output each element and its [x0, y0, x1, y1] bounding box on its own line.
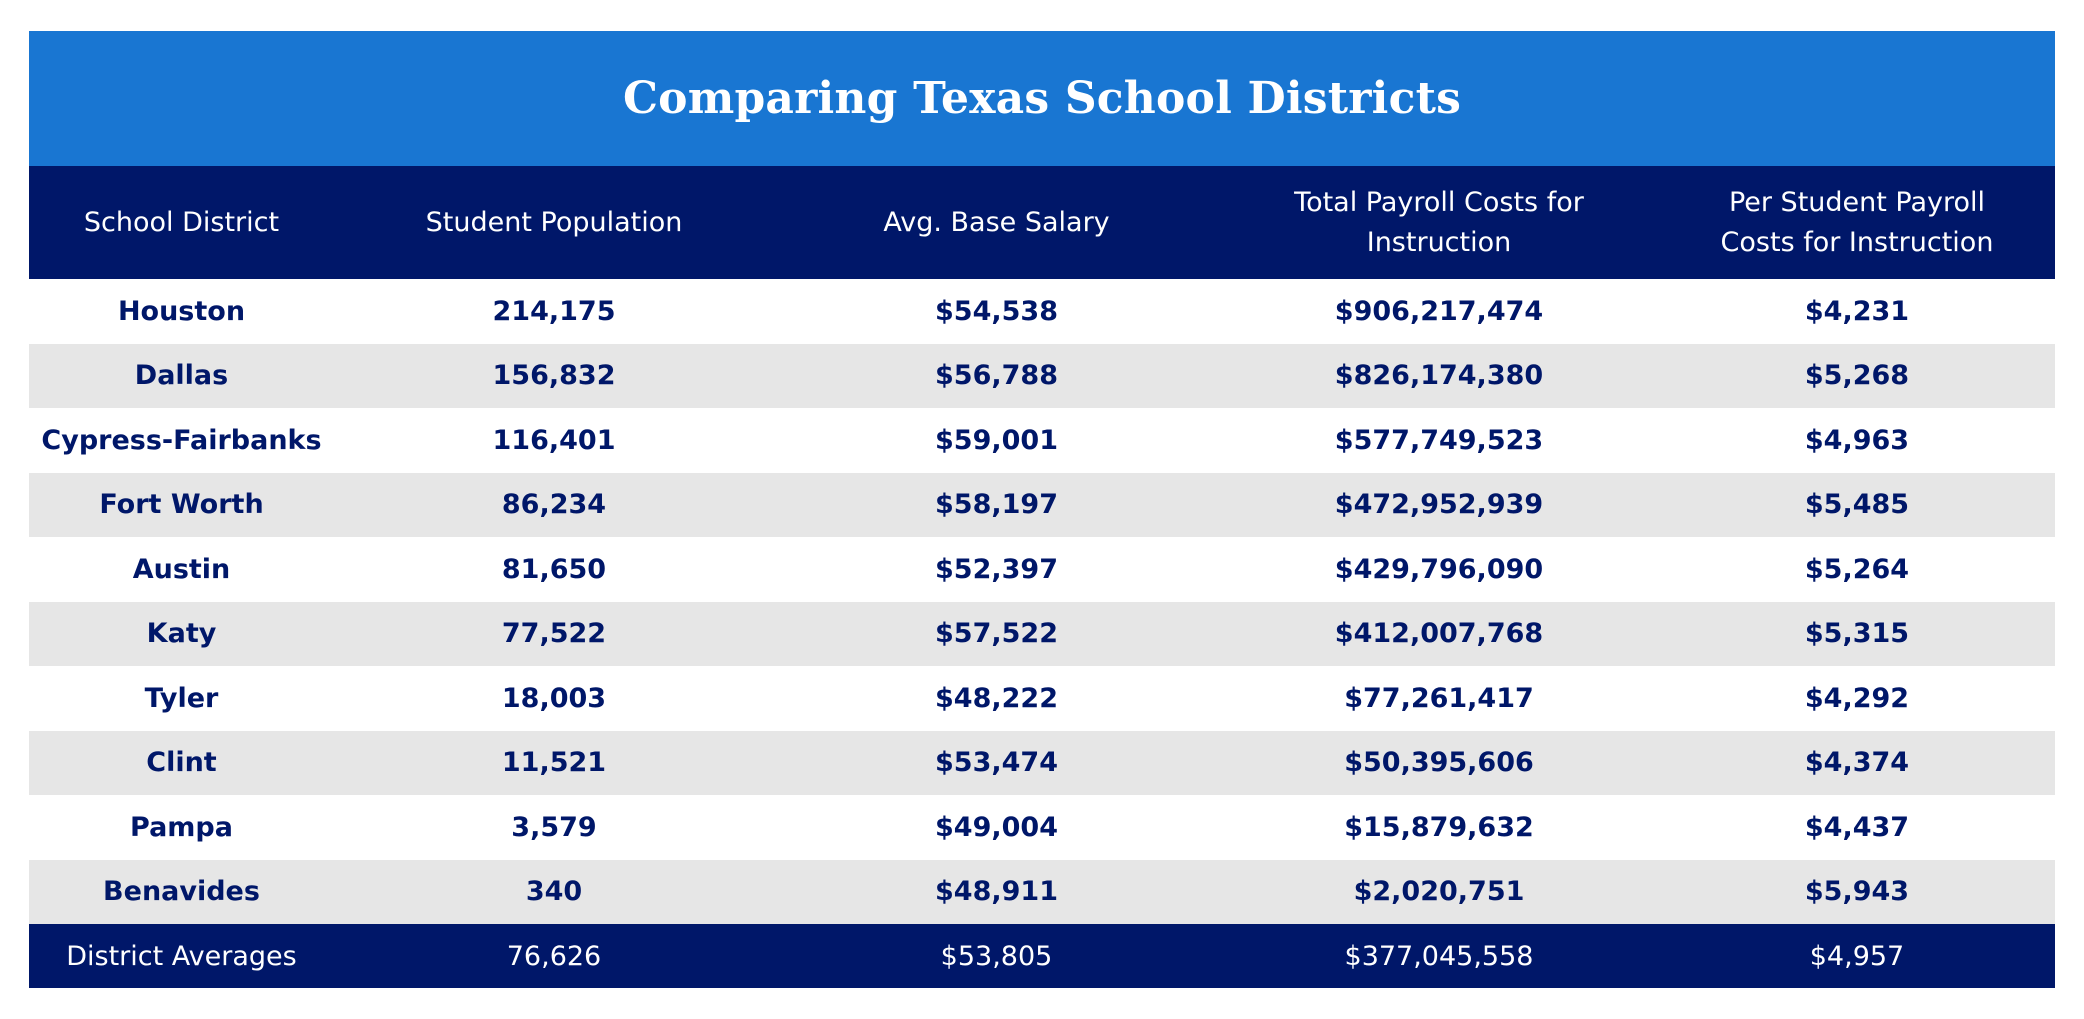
- table-body: Houston 214,175 $54,538 $906,217,474 $4,231 D…: [29, 279, 2055, 924]
- value-cell: 86,234: [334, 472, 774, 537]
- value-cell: $56,788: [774, 343, 1219, 408]
- value-cell: $906,217,474: [1219, 279, 1659, 344]
- column-header: Student Population: [334, 166, 774, 279]
- value-cell: $5,315: [1659, 601, 2055, 666]
- table-title: Comparing Texas School Districts: [622, 73, 1462, 124]
- table-footer: District Averages 76,626 $53,805 $377,045,5…: [29, 924, 2055, 988]
- district-name-cell: Katy: [29, 601, 334, 666]
- value-cell: $5,264: [1659, 537, 2055, 602]
- value-cell: $54,538: [774, 279, 1219, 344]
- value-cell: 77,522: [334, 601, 774, 666]
- district-name-cell: Cypress-Fairbanks: [29, 408, 334, 473]
- value-cell: $826,174,380: [1219, 343, 1659, 408]
- value-cell: $577,749,523: [1219, 408, 1659, 473]
- value-cell: $4,231: [1659, 279, 2055, 344]
- table-row: Fort Worth 86,234 $58,197 $472,952,939 $5,48…: [29, 472, 2055, 537]
- value-cell: 116,401: [334, 408, 774, 473]
- table-row: Cypress-Fairbanks 116,401 $59,001 $577,749,…: [29, 408, 2055, 473]
- value-cell: 156,832: [334, 343, 774, 408]
- value-cell: $4,963: [1659, 408, 2055, 473]
- value-cell: 3,579: [334, 795, 774, 860]
- table-header: School District Student Population Avg. Ba…: [29, 166, 2055, 279]
- value-cell: 18,003: [334, 666, 774, 731]
- column-header: Total Payroll Costs for Instruction: [1219, 166, 1659, 279]
- table-card: Comparing Texas School Districts School …: [29, 31, 2055, 988]
- value-cell: $49,004: [774, 795, 1219, 860]
- column-header-line: Avg. Base Salary: [883, 206, 1110, 238]
- district-name-cell: Fort Worth: [29, 472, 334, 537]
- table-row: Austin 81,650 $52,397 $429,796,090 $5,264: [29, 537, 2055, 602]
- value-cell: $58,197: [774, 472, 1219, 537]
- table-row: Dallas 156,832 $56,788 $826,174,380 $5,268: [29, 343, 2055, 408]
- header-row: School District Student Population Avg. Ba…: [29, 166, 2055, 279]
- average-value-cell: $377,045,558: [1219, 924, 1659, 988]
- value-cell: $412,007,768: [1219, 601, 1659, 666]
- district-name-cell: Clint: [29, 730, 334, 795]
- value-cell: $53,474: [774, 730, 1219, 795]
- column-header: Per Student Payroll Costs for Instruction: [1659, 166, 2055, 279]
- value-cell: $4,374: [1659, 730, 2055, 795]
- table-row: Clint 11,521 $53,474 $50,395,606 $4,374: [29, 730, 2055, 795]
- column-header-line: Costs for Instruction: [1720, 226, 1994, 258]
- column-header: Avg. Base Salary: [774, 166, 1219, 279]
- value-cell: $57,522: [774, 601, 1219, 666]
- value-cell: $4,292: [1659, 666, 2055, 731]
- column-header-line: Total Payroll Costs for: [1294, 186, 1584, 218]
- value-cell: $50,395,606: [1219, 730, 1659, 795]
- table-row: Houston 214,175 $54,538 $906,217,474 $4,231: [29, 279, 2055, 344]
- averages-label-cell: District Averages: [29, 924, 334, 988]
- value-cell: 340: [334, 859, 774, 924]
- value-cell: $48,222: [774, 666, 1219, 731]
- value-cell: $77,261,417: [1219, 666, 1659, 731]
- column-header: School District: [29, 166, 334, 279]
- table-row: Katy 77,522 $57,522 $412,007,768 $5,315: [29, 601, 2055, 666]
- average-value-cell: 76,626: [334, 924, 774, 988]
- district-name-cell: Dallas: [29, 343, 334, 408]
- value-cell: $429,796,090: [1219, 537, 1659, 602]
- title-bar: Comparing Texas School Districts: [29, 31, 2055, 166]
- district-name-cell: Pampa: [29, 795, 334, 860]
- value-cell: 214,175: [334, 279, 774, 344]
- averages-row: District Averages 76,626 $53,805 $377,045,5…: [29, 924, 2055, 988]
- value-cell: $5,943: [1659, 859, 2055, 924]
- district-name-cell: Benavides: [29, 859, 334, 924]
- district-name-cell: Houston: [29, 279, 334, 344]
- value-cell: $5,485: [1659, 472, 2055, 537]
- column-header-line: Instruction: [1366, 226, 1512, 258]
- column-header-line: Student Population: [425, 206, 683, 238]
- table-row: Pampa 3,579 $49,004 $15,879,632 $4,437: [29, 795, 2055, 860]
- district-name-cell: Austin: [29, 537, 334, 602]
- table-row: Benavides 340 $48,911 $2,020,751 $5,943: [29, 859, 2055, 924]
- value-cell: $52,397: [774, 537, 1219, 602]
- value-cell: 11,521: [334, 730, 774, 795]
- value-cell: $48,911: [774, 859, 1219, 924]
- value-cell: $5,268: [1659, 343, 2055, 408]
- value-cell: $4,437: [1659, 795, 2055, 860]
- value-cell: $472,952,939: [1219, 472, 1659, 537]
- value-cell: $2,020,751: [1219, 859, 1659, 924]
- average-value-cell: $4,957: [1659, 924, 2055, 988]
- column-header-line: School District: [83, 206, 280, 238]
- average-value-cell: $53,805: [774, 924, 1219, 988]
- table-row: Tyler 18,003 $48,222 $77,261,417 $4,292: [29, 666, 2055, 731]
- districts-table: School District Student Population Avg. Ba…: [29, 166, 2055, 988]
- district-name-cell: Tyler: [29, 666, 334, 731]
- value-cell: 81,650: [334, 537, 774, 602]
- value-cell: $15,879,632: [1219, 795, 1659, 860]
- column-header-line: Per Student Payroll: [1728, 186, 1986, 218]
- value-cell: $59,001: [774, 408, 1219, 473]
